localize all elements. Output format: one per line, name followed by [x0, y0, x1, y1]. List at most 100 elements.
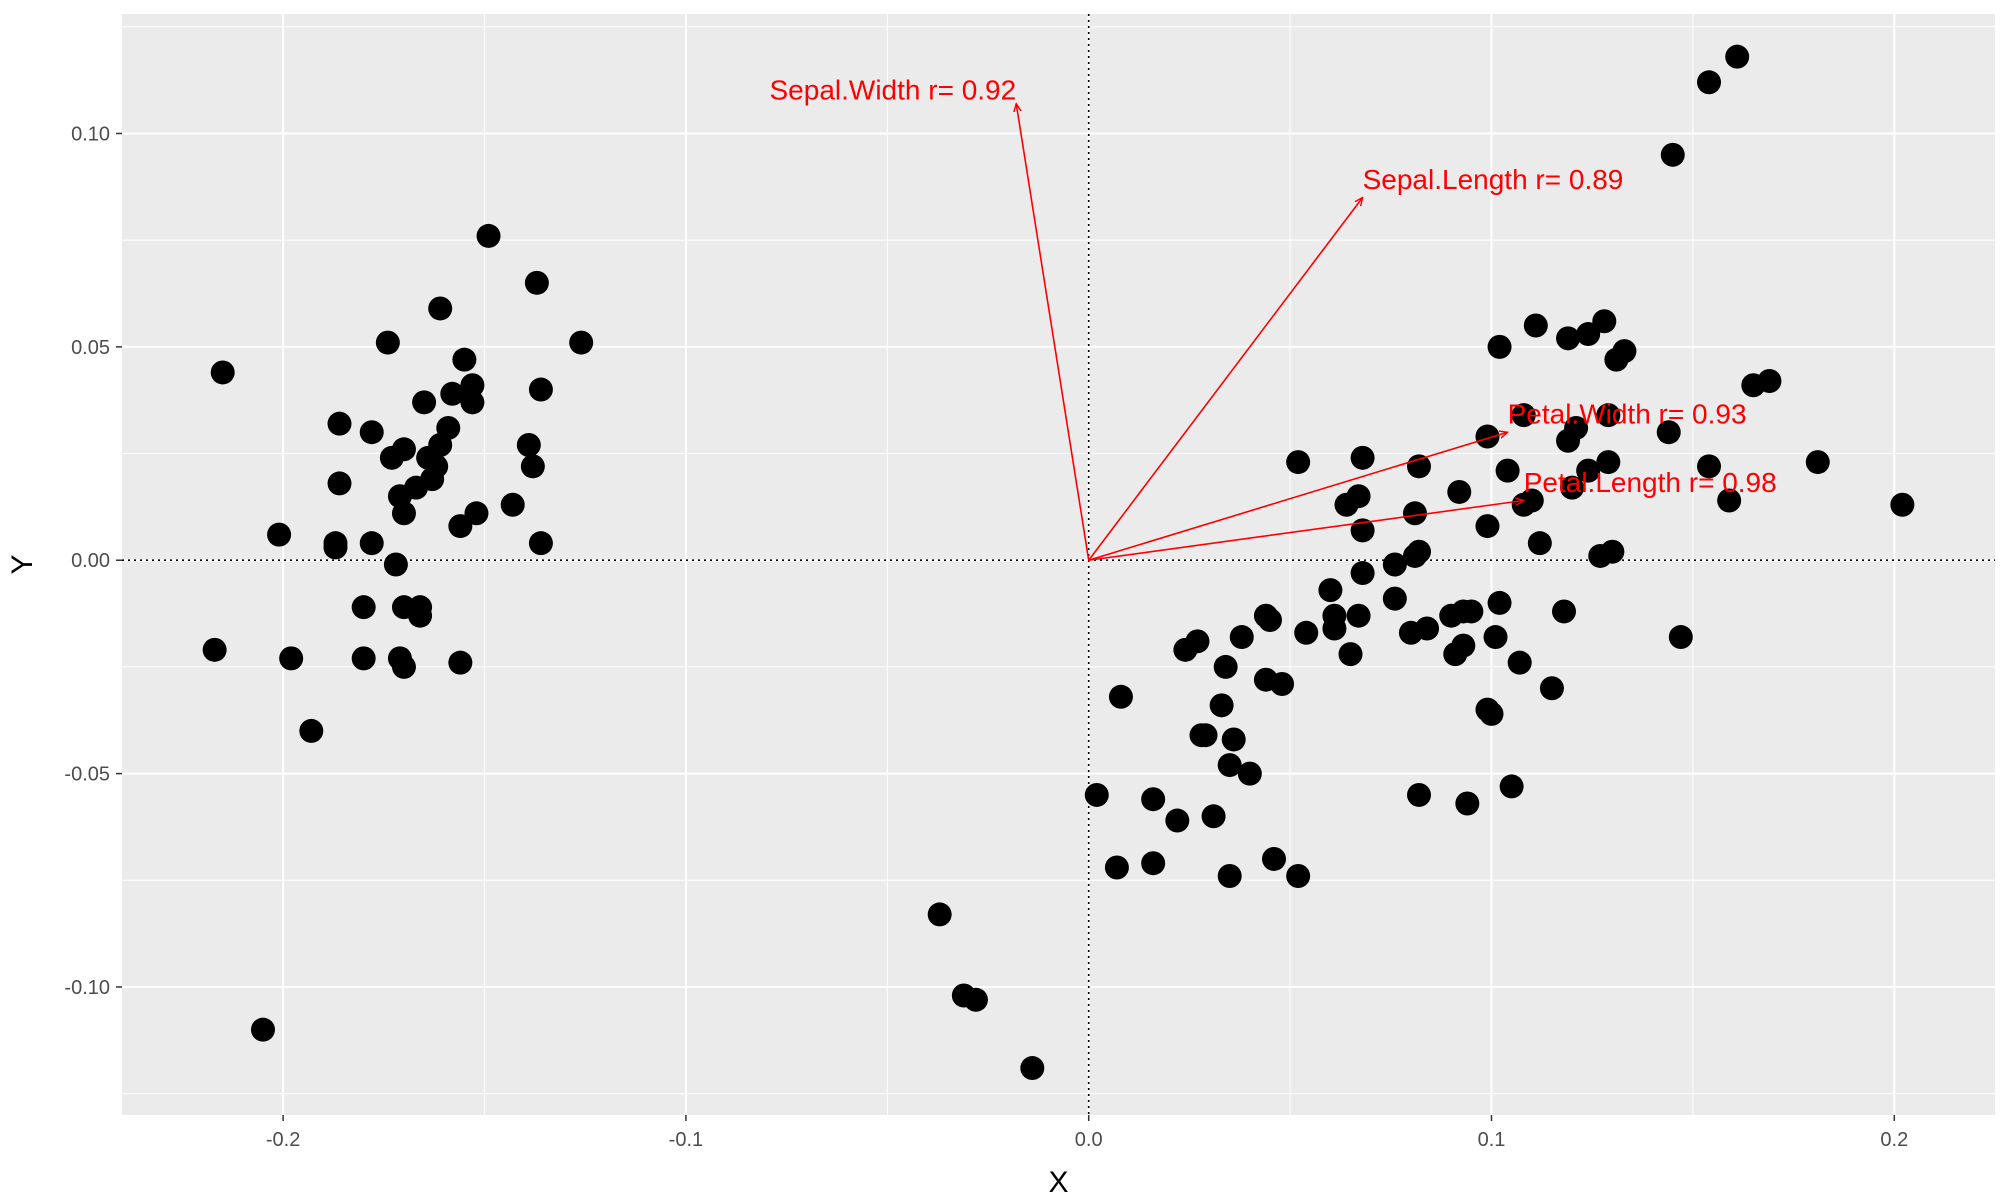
data-point: [1209, 693, 1234, 718]
data-point: [1270, 671, 1295, 696]
x-tick-label: -0.1: [669, 1129, 703, 1151]
data-point: [528, 377, 553, 402]
data-point: [1415, 616, 1440, 641]
data-point: [1193, 723, 1218, 748]
data-point: [1539, 676, 1564, 701]
data-point: [516, 433, 541, 458]
data-point: [1261, 846, 1286, 871]
reference-lines: [122, 14, 1995, 1115]
data-point: [1201, 804, 1226, 829]
data-point: [1596, 450, 1621, 475]
data-point: [460, 373, 485, 398]
data-point: [359, 531, 384, 556]
data-point: [210, 360, 235, 385]
y-axis-ticks: -0.10 -0.05 0.00 0.05 0.10: [64, 123, 122, 999]
data-point: [1495, 458, 1520, 483]
data-point: [1805, 450, 1830, 475]
data-point: [1507, 650, 1532, 675]
data-point: [1407, 782, 1432, 807]
data-point: [524, 270, 549, 295]
data-point: [383, 552, 408, 577]
data-point: [1185, 629, 1210, 654]
data-point: [202, 637, 227, 662]
data-point: [327, 471, 352, 496]
data-point: [464, 501, 489, 526]
data-point: [1757, 369, 1782, 393]
data-point: [448, 650, 473, 675]
data-point: [1294, 620, 1319, 645]
data-point: [927, 902, 952, 927]
data-point: [1213, 654, 1238, 679]
data-point: [1596, 403, 1621, 428]
data-point: [476, 223, 501, 248]
data-point: [1479, 701, 1504, 726]
data-point: [1402, 501, 1427, 526]
data-point: [1717, 488, 1742, 513]
data-point: [1447, 479, 1472, 504]
data-point: [1346, 603, 1371, 628]
data-point: [528, 531, 553, 556]
data-point: [1350, 518, 1375, 543]
data-point: [1725, 44, 1750, 69]
data-point: [1104, 855, 1129, 880]
data-point: [569, 330, 594, 355]
data-point: [1576, 458, 1601, 483]
data-point: [440, 381, 465, 406]
plot-panel: [122, 14, 1995, 1115]
data-point: [299, 718, 324, 743]
data-point: [1286, 864, 1311, 889]
y-axis-title: Y: [6, 554, 39, 574]
x-tick-label: 0.1: [1478, 1129, 1506, 1151]
data-point: [351, 595, 376, 620]
data-point: [1382, 586, 1407, 611]
data-point: [520, 454, 545, 479]
vector-arrow: [1088, 198, 1363, 561]
data-point: [1141, 787, 1166, 812]
data-point: [452, 347, 477, 372]
data-point: [375, 330, 400, 355]
data-point: [1668, 625, 1693, 650]
data-point: [1237, 761, 1262, 786]
data-point: [1527, 531, 1552, 556]
data-point: [408, 603, 433, 628]
x-tick-label: 0.0: [1075, 1129, 1103, 1151]
data-point: [1402, 543, 1427, 568]
data-point: [1576, 322, 1601, 347]
data-point: [391, 437, 416, 462]
data-point: [1221, 727, 1246, 752]
data-point: [1483, 625, 1508, 650]
data-point: [1612, 339, 1637, 364]
y-tick-label: 0.10: [71, 123, 110, 145]
data-point: [428, 296, 453, 321]
data-point: [1217, 864, 1242, 889]
data-point: [1511, 403, 1536, 428]
y-tick-label: -0.10: [64, 977, 110, 999]
data-point: [1592, 309, 1617, 334]
data-point: [1165, 808, 1190, 833]
data-point: [1084, 782, 1109, 807]
vector-arrow: [1088, 500, 1524, 562]
data-point: [1286, 450, 1311, 475]
vector-label: Sepal.Length r= 0.89: [1363, 164, 1624, 195]
data-point: [391, 654, 416, 679]
data-point: [1350, 445, 1375, 470]
data-point: [1660, 142, 1685, 167]
data-point: [1217, 753, 1242, 778]
data-point: [1697, 70, 1722, 95]
data-point: [351, 646, 376, 671]
data-point: [436, 415, 461, 440]
vector-arrow: [1088, 432, 1508, 561]
data-point: [1697, 454, 1722, 479]
data-point: [1141, 851, 1166, 876]
data-point: [1346, 484, 1371, 509]
data-point: [1519, 488, 1544, 513]
data-point: [327, 411, 352, 436]
data-point: [1382, 552, 1407, 577]
data-point: [1890, 492, 1915, 517]
data-point: [323, 531, 348, 556]
data-point: [391, 501, 416, 526]
data-point: [1322, 616, 1347, 641]
data-point: [1600, 539, 1625, 564]
